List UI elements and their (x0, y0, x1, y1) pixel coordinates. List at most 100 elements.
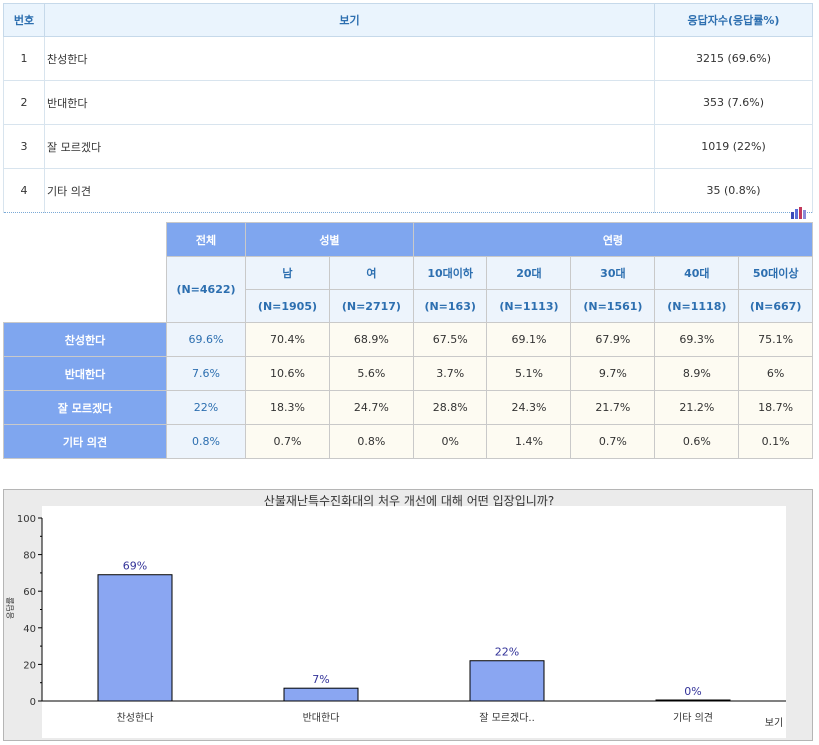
data-label: 22% (495, 646, 519, 659)
cross-row: 기타 의견 0.8% 0.7% 0.8% 0% 1.4% 0.7% 0.6% 0.1% (3, 424, 813, 459)
cross-value-cell: 21.2% (654, 390, 740, 425)
bars: 69% 찬성한다 7% 반대한다 22% 잘 모르겠다.. 0% 기타 의견 (97, 560, 731, 724)
cross-value-cell: 5.1% (486, 356, 572, 391)
answer-no: 2 (3, 80, 45, 125)
answer-label: 기타 의견 (44, 168, 655, 213)
y-axis: 0 20 40 60 80 100 (17, 514, 42, 708)
cross-row-label: 기타 의견 (3, 424, 167, 459)
subgroup-label: 20대 (486, 256, 572, 290)
subgroup-label: 남 (245, 256, 330, 290)
cross-row: 찬성한다 69.6% 70.4% 68.9% 67.5% 69.1% 67.9% 69.3% 7… (3, 322, 813, 357)
y-tick-label: 40 (23, 624, 36, 635)
cross-row-label: 잘 모르겠다 (3, 390, 167, 425)
cross-total-cell: 69.6% (166, 322, 246, 357)
cross-value-cell: 0.8% (328, 424, 414, 459)
header-count: 응답자수(응답률%) (654, 3, 813, 37)
cross-total-cell: 22% (166, 390, 246, 425)
group-age: 연령 (412, 222, 814, 257)
cross-value-cell: 5.6% (328, 356, 414, 391)
y-tick-label: 80 (23, 551, 36, 562)
subgroup-n: (N=163) (412, 289, 488, 323)
header-label: 보기 (44, 3, 655, 37)
answer-count: 353 (7.6%) (654, 80, 813, 125)
group-gender: 성별 (245, 222, 414, 257)
cross-group-row: 전체 성별 연령 (3, 222, 814, 323)
cross-value-cell: 6% (738, 356, 813, 391)
subgroup-label: 여 (328, 256, 414, 290)
subgroup-n: (N=1113) (486, 289, 572, 323)
cross-value-cell: 0.1% (738, 424, 813, 459)
header-no: 번호 (3, 3, 45, 37)
cross-value-cell: 0.7% (245, 424, 330, 459)
subgroup-label: 40대 (654, 256, 740, 290)
x-tick-label: 기타 의견 (673, 712, 713, 724)
answer-row: 2 반대한다 353 (7.6%) (3, 80, 813, 125)
x-tick-label: 잘 모르겠다.. (479, 712, 535, 724)
cross-value-cell: 69.3% (654, 322, 740, 357)
total-header: 전체 (166, 222, 246, 257)
cross-value-cell: 75.1% (738, 322, 813, 357)
cross-value-cell: 3.7% (412, 356, 488, 391)
y-tick-label: 100 (17, 514, 36, 525)
chart-title: 산불재난특수진화대의 처우 개선에 대해 어떤 입장입니까? (264, 494, 554, 508)
subgroup-n: (N=1118) (654, 289, 740, 323)
cross-value-cell: 28.8% (412, 390, 488, 425)
data-label: 7% (312, 673, 329, 686)
data-label: 69% (123, 560, 147, 573)
subgroup-label: 10대이하 (412, 256, 488, 290)
answer-count: 1019 (22%) (654, 124, 813, 169)
bar (469, 660, 545, 702)
cross-subgroup-row: (N=4622) 남 여 10대이하 20대 30대 40대 50대이상 (4, 256, 813, 323)
y-tick-label: 0 (30, 697, 36, 708)
answer-label: 반대한다 (44, 80, 655, 125)
cross-value-cell: 0.6% (654, 424, 740, 459)
data-label: 0% (684, 685, 701, 698)
cross-row: 반대한다 7.6% 10.6% 5.6% 3.7% 5.1% 9.7% 8.9% 6% (3, 356, 813, 391)
answer-row: 3 잘 모르겠다 1019 (22%) (3, 124, 813, 169)
answer-table: 번호 보기 응답자수(응답률%) 1 찬성한다 3215 (69.6%) 2 반… (3, 3, 813, 213)
x-axis-label: 보기 (765, 717, 783, 729)
subgroup-n: (N=1561) (570, 289, 656, 323)
chart-panel: 산불재난특수진화대의 처우 개선에 대해 어떤 입장입니까? 0 20 40 60 80… (3, 489, 813, 741)
y-axis-label: 응답률 (5, 597, 15, 619)
cross-value-cell: 0% (412, 424, 488, 459)
cross-value-cell: 67.9% (570, 322, 656, 357)
answer-count: 35 (0.8%) (654, 168, 813, 213)
cross-value-cell: 24.3% (486, 390, 572, 425)
cross-value-cell: 70.4% (245, 322, 330, 357)
cross-value-cell: 10.6% (245, 356, 330, 391)
x-tick-label: 찬성한다 (117, 712, 154, 724)
bar-chart-icon[interactable] (790, 206, 807, 219)
cross-row: 잘 모르겠다 22% 18.3% 24.7% 28.8% 24.3% 21.7% 21.2% 1… (3, 390, 813, 425)
cross-value-cell: 9.7% (570, 356, 656, 391)
cross-table: 전체 성별 연령 (N=4622) 남 여 10대이하 20대 30대 40대 … (3, 222, 814, 459)
subgroup-label: 50대이상 (738, 256, 813, 290)
answer-no: 3 (3, 124, 45, 169)
cross-row-label: 찬성한다 (3, 322, 167, 357)
bar (97, 574, 173, 702)
answer-count: 3215 (69.6%) (654, 36, 813, 81)
cross-value-cell: 8.9% (654, 356, 740, 391)
answer-row: 1 찬성한다 3215 (69.6%) (3, 36, 813, 81)
cross-total-cell: 0.8% (166, 424, 246, 459)
cross-value-cell: 21.7% (570, 390, 656, 425)
cross-table-body: 찬성한다 69.6% 70.4% 68.9% 67.5% 69.1% 67.9% 69.3% 7… (3, 322, 813, 459)
cross-value-cell: 1.4% (486, 424, 572, 459)
cross-value-cell: 67.5% (412, 322, 488, 357)
subgroup-n: (N=1905) (245, 289, 330, 323)
y-tick-label: 60 (23, 587, 36, 598)
cross-value-cell: 18.7% (738, 390, 813, 425)
subgroup-label: 30대 (570, 256, 656, 290)
subgroup-n: (N=2717) (328, 289, 414, 323)
answer-table-header: 번호 보기 응답자수(응답률%) (3, 3, 813, 37)
answer-label: 찬성한다 (44, 36, 655, 81)
cross-value-cell: 68.9% (328, 322, 414, 357)
cross-value-cell: 0.7% (570, 424, 656, 459)
answer-row: 4 기타 의견 35 (0.8%) (3, 168, 813, 213)
bar (283, 687, 359, 702)
cross-total-cell: 7.6% (166, 356, 246, 391)
y-tick-label: 20 (23, 660, 36, 671)
answer-no: 4 (3, 168, 45, 213)
cross-value-cell: 18.3% (245, 390, 330, 425)
cross-value-cell: 69.1% (486, 322, 572, 357)
